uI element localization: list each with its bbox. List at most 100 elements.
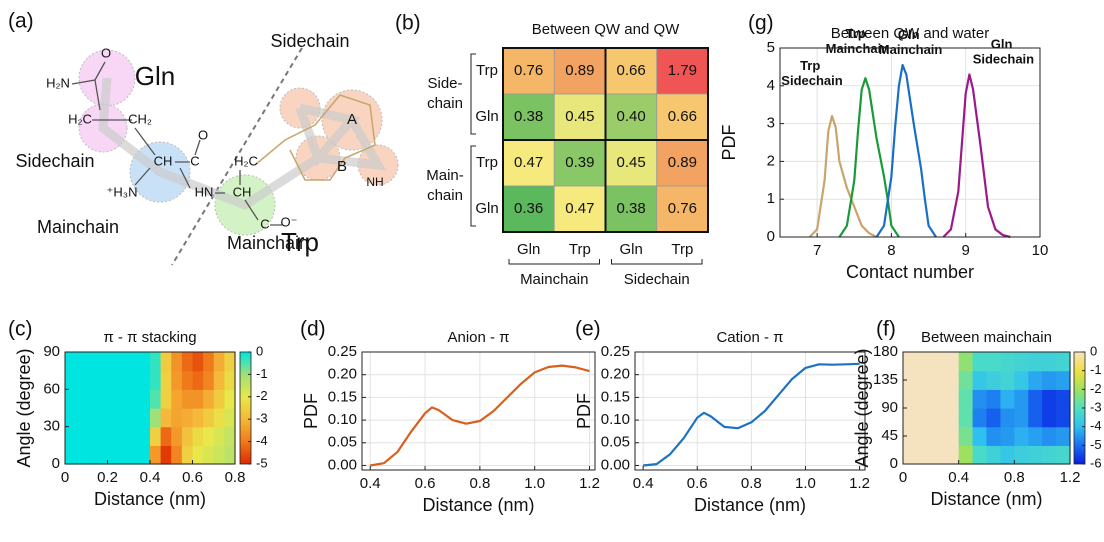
contour-cell <box>1042 427 1057 446</box>
contour-cell <box>903 389 918 408</box>
contour-cell <box>1056 389 1071 408</box>
y-tick-label: 90 <box>881 399 898 416</box>
contour-cell <box>1042 371 1057 390</box>
figure: (a)GlnTrpSidechainSidechainMainchainMain… <box>0 0 1104 542</box>
y-tick-label: 30 <box>43 418 60 435</box>
contour-cell <box>203 371 214 390</box>
contour-cell <box>903 352 918 371</box>
contour-cell <box>903 408 918 427</box>
series-line <box>810 116 877 237</box>
contour-cell <box>65 352 76 371</box>
chart-title: Between QW and QW <box>532 21 680 38</box>
contour-cell <box>1000 371 1015 390</box>
contour-cell <box>1028 427 1043 446</box>
contour-cell <box>931 427 946 446</box>
contour-cell <box>959 389 974 408</box>
contour-cell <box>224 371 235 390</box>
contour-cell <box>1000 427 1015 446</box>
cell-label: 0.45 <box>565 108 594 125</box>
colorbar-label: 0 <box>256 343 263 358</box>
contour-cell <box>108 408 119 427</box>
x-tick-label: 10 <box>1032 242 1049 259</box>
contour-cell <box>1028 389 1043 408</box>
series-line <box>943 75 1010 238</box>
contour-cell <box>1000 408 1015 427</box>
contour-cell <box>171 371 182 390</box>
col-label: Gln <box>517 241 540 258</box>
row-label: Trp <box>476 154 498 171</box>
contour-cell <box>150 408 161 427</box>
diagram-label: CH <box>154 153 173 168</box>
y-tick-label: 0 <box>767 228 775 245</box>
contour-cell <box>193 445 204 464</box>
contour-cell <box>139 408 150 427</box>
contour-cell <box>129 389 140 408</box>
contour-cell <box>1014 352 1029 371</box>
contour-cell <box>1028 408 1043 427</box>
contour-cell <box>118 389 129 408</box>
x-tick-label: 0.4 <box>948 469 969 486</box>
diagram-label: Mainchain <box>227 233 309 253</box>
contour-cell <box>1056 427 1071 446</box>
bracket <box>612 259 703 264</box>
diagram-label: Sidechain <box>270 31 349 51</box>
y-axis-label: PDF <box>301 393 321 429</box>
contour-cell <box>108 352 119 371</box>
x-axis-label: Distance (nm) <box>94 489 206 509</box>
contour-cell <box>86 389 97 408</box>
y-tick-label: 60 <box>43 380 60 397</box>
contour-cell <box>1056 352 1071 371</box>
contour-cell <box>97 427 108 446</box>
contour-cell <box>161 427 172 446</box>
diagram-label: B <box>337 158 347 175</box>
chart-title: Anion - π <box>447 329 509 346</box>
col-group-label: Sidechain <box>624 271 690 288</box>
contour-cell <box>987 352 1002 371</box>
x-tick-label: 1.0 <box>795 475 816 492</box>
contour-cell <box>917 427 932 446</box>
x-tick-label: 0.4 <box>140 469 161 486</box>
diagram-label: A <box>347 111 357 128</box>
contour-cell <box>959 445 974 464</box>
diagram-label: H₂C <box>68 111 92 126</box>
chart-title: π - π stacking <box>103 329 196 346</box>
y-tick-label: 0.05 <box>328 434 357 451</box>
contour-cell <box>931 445 946 464</box>
row-group-label: Side- <box>427 75 462 92</box>
contour-cell <box>139 352 150 371</box>
y-tick-label: 0.05 <box>601 434 630 451</box>
colorbar-label: -2 <box>1090 381 1102 396</box>
x-tick-label: 1.2 <box>849 475 870 492</box>
contour-cell <box>214 445 225 464</box>
cell-label: 0.66 <box>668 108 697 125</box>
contour-cell <box>97 445 108 464</box>
contour-cell <box>203 408 214 427</box>
x-tick-label: 7 <box>813 242 821 259</box>
x-tick-label: 8 <box>887 242 895 259</box>
contour-cell <box>193 427 204 446</box>
contour-cell <box>171 408 182 427</box>
y-axis-label: PDF <box>574 393 594 429</box>
contour-cell <box>1028 352 1043 371</box>
contour-cell <box>76 445 87 464</box>
contour-cell <box>65 408 76 427</box>
contour-cell <box>931 408 946 427</box>
contour-cell <box>108 371 119 390</box>
contour-cell <box>129 352 140 371</box>
contour-cell <box>917 371 932 390</box>
x-tick-label: 0.8 <box>1004 469 1025 486</box>
x-tick-label: 0.8 <box>741 475 762 492</box>
x-tick-label: 0.4 <box>633 475 654 492</box>
cell-label: 0.39 <box>565 154 594 171</box>
contour-cell <box>973 445 988 464</box>
colorbar-label: -3 <box>256 411 268 426</box>
contour-cell <box>214 352 225 371</box>
cell-label: 0.40 <box>617 108 646 125</box>
plot-frame <box>635 352 865 470</box>
colorbar-label: -4 <box>256 433 268 448</box>
x-tick-label: 0 <box>61 469 69 486</box>
contour-cell <box>182 427 193 446</box>
contour-cell <box>118 445 129 464</box>
contour-cell <box>214 371 225 390</box>
contour-cell <box>76 408 87 427</box>
